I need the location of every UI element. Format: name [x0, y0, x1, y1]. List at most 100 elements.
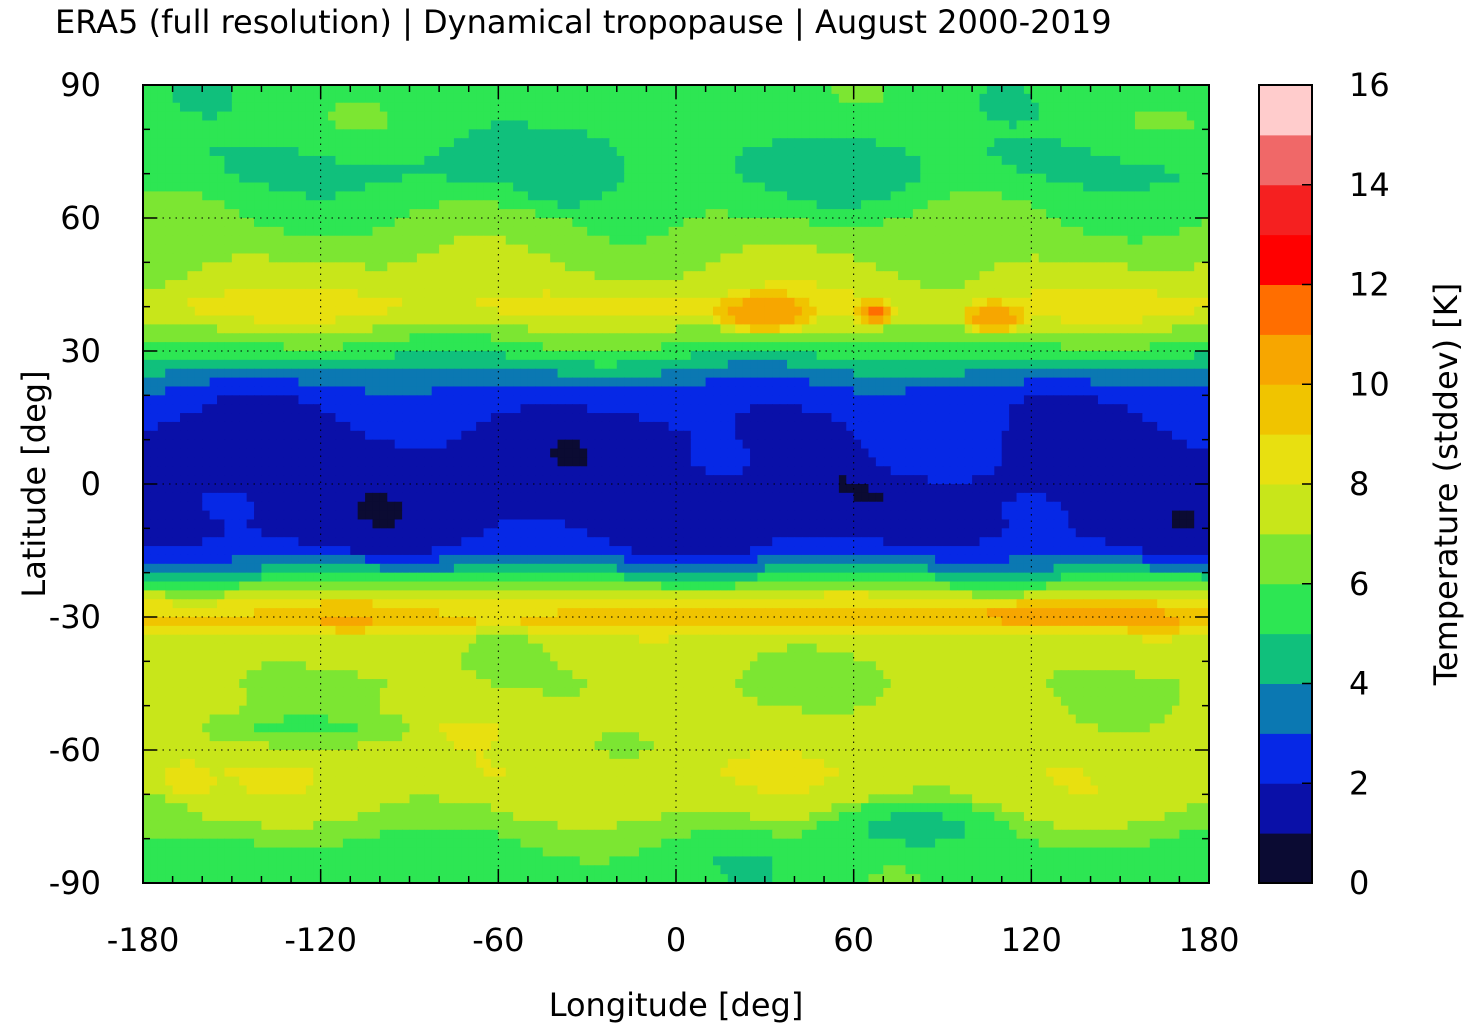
heatmap-cell — [594, 218, 603, 228]
heatmap-cell — [1157, 342, 1166, 352]
heatmap-cell — [187, 173, 196, 184]
heatmap-cell — [254, 93, 263, 104]
heatmap-cell — [690, 164, 699, 175]
heatmap-cell — [520, 155, 529, 166]
heatmap-cell — [653, 235, 662, 246]
heatmap-cell — [676, 209, 685, 219]
heatmap-cell — [831, 164, 840, 175]
heatmap-cell — [372, 218, 381, 228]
heatmap-cell — [705, 297, 714, 308]
heatmap-cell — [972, 129, 981, 139]
heatmap-cell — [935, 333, 944, 343]
heatmap-cell — [1112, 200, 1121, 210]
heatmap-cell — [291, 359, 300, 370]
heatmap-cell — [379, 271, 388, 281]
heatmap-cell — [268, 85, 277, 95]
heatmap-cell — [735, 173, 744, 184]
heatmap-cell — [468, 324, 477, 334]
heatmap-cell — [698, 226, 707, 237]
heatmap-cell — [564, 155, 573, 166]
heatmap-cell — [1083, 218, 1092, 228]
heatmap-cell — [653, 218, 662, 228]
heatmap-cell — [838, 271, 847, 281]
heatmap-cell — [735, 147, 744, 157]
heatmap-cell — [1112, 235, 1121, 246]
heatmap-cell — [1016, 111, 1025, 122]
heatmap-cell — [1075, 226, 1084, 237]
heatmap-cell — [831, 271, 840, 281]
heatmap-cell — [350, 138, 359, 148]
heatmap-cell — [224, 85, 233, 95]
heatmap-cell — [1038, 342, 1047, 352]
heatmap-cell — [972, 155, 981, 166]
heatmap-cell — [764, 386, 773, 396]
heatmap-cell — [653, 111, 662, 122]
heatmap-cell — [542, 244, 551, 255]
heatmap-cell — [683, 253, 692, 263]
heatmap-cell — [942, 147, 951, 157]
heatmap-cell — [668, 164, 677, 175]
heatmap-cell — [409, 306, 418, 317]
heatmap-cell — [809, 218, 818, 228]
heatmap-cell — [505, 280, 514, 290]
heatmap-cell — [1001, 315, 1010, 325]
heatmap-cell — [350, 191, 359, 201]
heatmap-cell — [468, 271, 477, 281]
heatmap-cell — [261, 200, 270, 210]
heatmap-cell — [416, 386, 425, 396]
heatmap-cell — [809, 235, 818, 246]
heatmap-cell — [587, 111, 596, 122]
heatmap-cell — [157, 315, 166, 325]
heatmap-cell — [1186, 280, 1195, 290]
heatmap-cell — [935, 120, 944, 130]
heatmap-cell — [1142, 209, 1151, 219]
heatmap-cell — [387, 324, 396, 334]
heatmap-cell — [705, 85, 714, 95]
heatmap-cell — [1149, 200, 1158, 210]
heatmap-cell — [165, 218, 174, 228]
heatmap-cell — [698, 377, 707, 388]
heatmap-cell — [1083, 280, 1092, 290]
heatmap-cell — [1201, 368, 1209, 379]
heatmap-cell — [720, 191, 729, 201]
heatmap-cell — [713, 288, 722, 299]
heatmap-cell — [594, 155, 603, 166]
heatmap-cell — [1031, 155, 1040, 166]
heatmap-cell — [194, 182, 203, 192]
heatmap-cell — [1120, 351, 1129, 361]
heatmap-cell — [1023, 288, 1032, 299]
heatmap-cell — [653, 253, 662, 263]
heatmap-cell — [883, 333, 892, 343]
heatmap-cell — [883, 315, 892, 325]
heatmap-cell — [394, 333, 403, 343]
heatmap-cell — [1046, 129, 1055, 139]
heatmap-cell — [387, 262, 396, 272]
heatmap-cell — [202, 173, 211, 184]
heatmap-cell — [1083, 191, 1092, 201]
heatmap-cell — [831, 333, 840, 343]
heatmap-cell — [883, 93, 892, 104]
heatmap-cell — [150, 120, 159, 130]
heatmap-cell — [572, 351, 581, 361]
heatmap-cell — [276, 333, 285, 343]
heatmap-cell — [431, 253, 440, 263]
heatmap-cell — [313, 324, 322, 334]
heatmap-cell — [1142, 102, 1151, 113]
heatmap-cell — [350, 147, 359, 157]
heatmap-cell — [387, 386, 396, 396]
heatmap-cell — [801, 209, 810, 219]
heatmap-cell — [1090, 333, 1099, 343]
heatmap-cell — [905, 351, 914, 361]
heatmap-cell — [631, 93, 640, 104]
heatmap-cell — [883, 386, 892, 396]
heatmap-cell — [713, 129, 722, 139]
heatmap-cell — [542, 324, 551, 334]
heatmap-cell — [742, 209, 751, 219]
heatmap-cell — [335, 297, 344, 308]
heatmap-cell — [513, 155, 522, 166]
heatmap-cell — [365, 253, 374, 263]
heatmap-cell — [490, 333, 499, 343]
heatmap-cell — [779, 306, 788, 317]
heatmap-cell — [779, 93, 788, 104]
heatmap-cell — [1023, 377, 1032, 388]
